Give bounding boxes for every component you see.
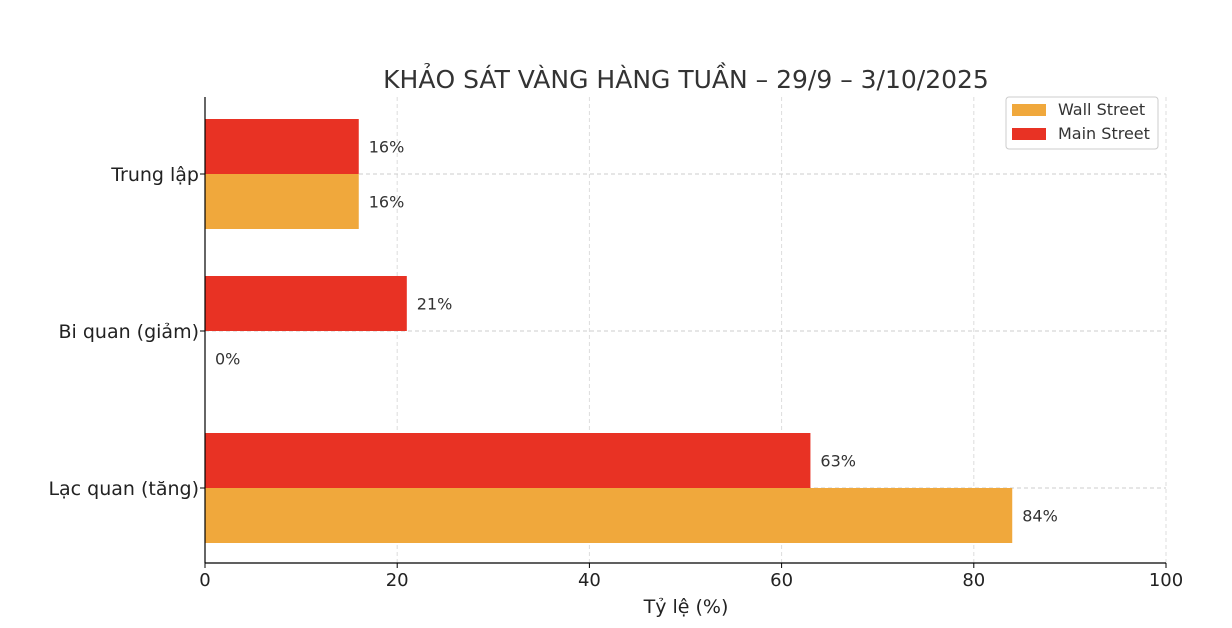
category-label: Bi quan (giảm) bbox=[59, 321, 200, 343]
bar bbox=[205, 119, 359, 174]
x-tick-label: 20 bbox=[386, 570, 409, 591]
x-tick-label: 0 bbox=[199, 570, 210, 591]
data-label: 63% bbox=[820, 452, 856, 471]
axes bbox=[200, 97, 1166, 564]
data-label: 16% bbox=[369, 138, 405, 157]
legend-swatch bbox=[1012, 104, 1046, 116]
data-label: 0% bbox=[215, 350, 240, 369]
x-ticks: 0 20 40 60 80 100 bbox=[199, 563, 1183, 591]
category-label: Trung lập bbox=[110, 164, 199, 186]
x-tick-label: 100 bbox=[1149, 570, 1183, 591]
category-label: Lạc quan (tăng) bbox=[48, 478, 199, 500]
data-label: 16% bbox=[369, 193, 405, 212]
bar bbox=[205, 433, 811, 488]
y-categories: Trung lập Bi quan (giảm) Lạc quan (tăng) bbox=[48, 164, 199, 500]
data-label: 21% bbox=[417, 295, 453, 314]
bar bbox=[205, 174, 359, 229]
legend: Wall Street Main Street bbox=[1005, 96, 1159, 150]
x-tick-label: 60 bbox=[770, 570, 793, 591]
data-label: 84% bbox=[1022, 507, 1058, 526]
legend-label: Main Street bbox=[1058, 124, 1150, 143]
bar bbox=[205, 276, 407, 331]
x-tick-label: 80 bbox=[962, 570, 985, 591]
bars: 16% 16% 0% 21% 84% 63% bbox=[205, 119, 1058, 543]
chart-title: KHẢO SÁT VÀNG HÀNG TUẦN – 29/9 – 3/10/20… bbox=[383, 62, 989, 94]
legend-label: Wall Street bbox=[1058, 100, 1145, 119]
bar bbox=[205, 488, 1013, 543]
x-tick-label: 40 bbox=[578, 570, 601, 591]
legend-swatch bbox=[1012, 128, 1046, 140]
x-axis-title: Tỷ lệ (%) bbox=[643, 596, 729, 618]
